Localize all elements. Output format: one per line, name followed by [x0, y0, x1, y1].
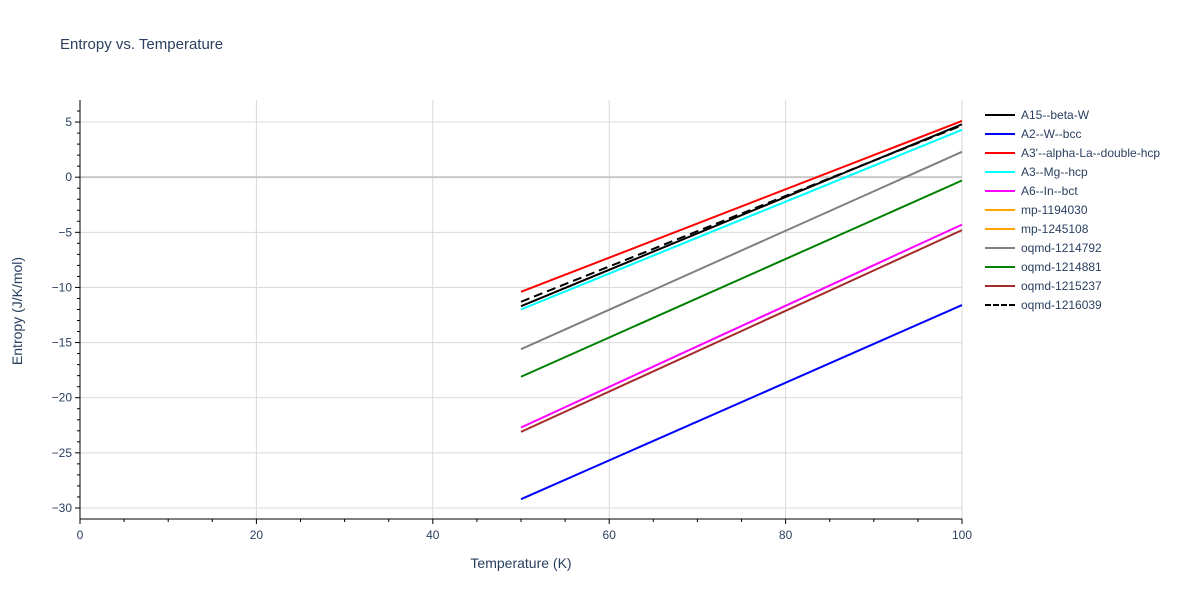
series-line-oqmd-1214881 — [520, 179, 963, 378]
legend-label: oqmd-1214881 — [1021, 259, 1102, 274]
y-tick-label: −20 — [52, 391, 73, 405]
legend-label: mp-1245108 — [1021, 221, 1089, 236]
y-tick-label: 5 — [65, 115, 72, 129]
series-line-oqmd-1215237 — [520, 229, 963, 433]
legend-swatch — [985, 303, 1015, 306]
series-line-oqmd-1214792 — [520, 150, 963, 351]
y-tick-label: −15 — [52, 336, 73, 350]
legend-item-a3-alpha-la-double-hcp[interactable]: A3'--alpha-La--double-hcp — [985, 143, 1160, 162]
legend-item-a2-w-bcc[interactable]: A2--W--bcc — [985, 124, 1160, 143]
legend-item-oqmd-1216039[interactable]: oqmd-1216039 — [985, 295, 1160, 314]
legend-swatch — [985, 284, 1015, 287]
axes: 0 20 40 60 80 100 5 0 −5 −10 −15 −20 −25 −30 — [52, 100, 972, 542]
series-line-a3-alpha-la-double-hcp — [520, 120, 963, 293]
x-axis-title: Temperature (K) — [470, 555, 571, 571]
legend-swatch — [985, 227, 1015, 230]
legend-label: oqmd-1216039 — [1021, 297, 1102, 312]
legend-swatch — [985, 246, 1015, 249]
legend-label: oqmd-1215237 — [1021, 278, 1102, 293]
x-tick-label: 80 — [779, 528, 793, 542]
series-line-a3-mg-hcp — [520, 128, 963, 311]
legend: A15--beta-W A2--W--bcc A3'--alpha-La--doub… — [985, 105, 1160, 314]
legend-label: mp-1194030 — [1021, 202, 1088, 217]
legend-item-mp-1194030[interactable]: mp-1194030 — [985, 200, 1160, 219]
legend-label: A2--W--bcc — [1021, 126, 1082, 141]
legend-swatch — [985, 208, 1015, 211]
series-layer — [520, 120, 963, 501]
legend-label: A3--Mg--hcp — [1021, 164, 1088, 179]
y-tick-label: −5 — [58, 225, 72, 239]
series-line-oqmd-1216039 — [520, 124, 963, 303]
legend-swatch — [985, 189, 1015, 192]
legend-item-a15-beta-w[interactable]: A15--beta-W — [985, 105, 1160, 124]
series-line-a2-w-bcc — [520, 304, 963, 501]
legend-item-a6-in-bct[interactable]: A6--In--bct — [985, 181, 1160, 200]
legend-swatch — [985, 132, 1015, 135]
legend-label: A3'--alpha-La--double-hcp — [1021, 145, 1161, 160]
series-line-a6-in-bct — [520, 223, 963, 429]
legend-swatch — [985, 170, 1015, 173]
chart-title: Entropy vs. Temperature — [60, 36, 224, 53]
y-tick-label: −10 — [52, 280, 73, 294]
x-tick-label: 40 — [426, 528, 440, 542]
x-tick-label: 20 — [250, 528, 264, 542]
y-tick-label: −30 — [52, 501, 73, 515]
x-tick-label: 0 — [77, 528, 84, 542]
legend-item-a3-mg-hcp[interactable]: A3--Mg--hcp — [985, 162, 1160, 181]
legend-label: A6--In--bct — [1021, 183, 1078, 198]
legend-swatch — [985, 113, 1015, 116]
legend-item-oqmd-1214792[interactable]: oqmd-1214792 — [985, 238, 1160, 257]
legend-label: oqmd-1214792 — [1021, 240, 1102, 255]
legend-item-mp-1245108[interactable]: mp-1245108 — [985, 219, 1160, 238]
y-axis-title: Entropy (J/K/mol) — [9, 257, 25, 365]
legend-item-oqmd-1215237[interactable]: oqmd-1215237 — [985, 276, 1160, 295]
x-tick-label: 100 — [952, 528, 972, 542]
y-tick-label: 0 — [65, 170, 72, 184]
x-tick-label: 60 — [603, 528, 617, 542]
legend-label: A15--beta-W — [1021, 107, 1090, 122]
legend-swatch — [985, 151, 1015, 154]
y-tick-label: −25 — [52, 446, 73, 460]
legend-swatch — [985, 265, 1015, 268]
legend-item-oqmd-1214881[interactable]: oqmd-1214881 — [985, 257, 1160, 276]
